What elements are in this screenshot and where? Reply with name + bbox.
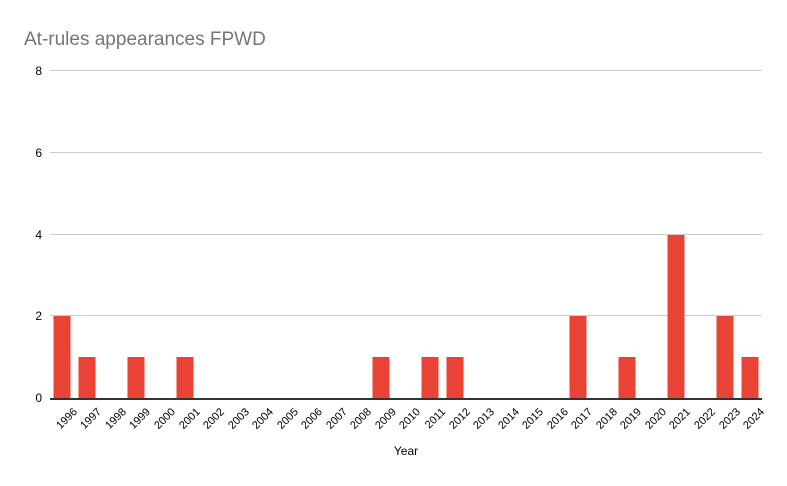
x-tick-label-2009: 2009	[373, 406, 399, 432]
bar-slot-2001: 2001	[173, 71, 203, 432]
x-tick-label-2010: 2010	[397, 406, 424, 432]
x-tick-label-2013: 2013	[471, 406, 498, 432]
bar-1997	[78, 357, 96, 398]
bar-slot-2005: 2005	[271, 71, 301, 432]
x-tick-label-2016: 2016	[544, 406, 571, 432]
bar-slot-2013: 2013	[467, 71, 497, 432]
x-tick-label-2002: 2002	[201, 406, 228, 432]
bar-2012	[446, 357, 464, 398]
x-tick-label-2017: 2017	[569, 406, 596, 432]
x-tick-label-2015: 2015	[520, 406, 547, 432]
bar-slot-2024: 2024	[737, 71, 767, 432]
bar-2023	[716, 316, 734, 398]
bar-slot-2007: 2007	[320, 71, 350, 432]
gridline-4	[50, 233, 762, 235]
x-tick-label-2019: 2019	[618, 406, 645, 432]
x-tick-label-1996: 1996	[53, 406, 80, 432]
bar-slot-2002: 2002	[197, 71, 227, 432]
bar-slot-2017: 2017	[565, 71, 595, 432]
x-tick-label-2012: 2012	[446, 406, 473, 432]
bar-slot-1996: 1996	[50, 71, 80, 432]
x-tick-label-2000: 2000	[152, 406, 178, 432]
bar-slot-2009: 2009	[369, 71, 399, 432]
plot-area: 1996 1997 1998 1999 2000 2001 2002 2003 2004 2005…	[50, 70, 767, 432]
bar-2009	[372, 357, 390, 398]
bar-slot-2022: 2022	[688, 71, 718, 432]
bar-slot-2004: 2004	[246, 71, 276, 432]
x-tick-label-2024: 2024	[741, 406, 768, 432]
bar-slot-2006: 2006	[295, 71, 325, 432]
bar-2024	[741, 357, 759, 398]
chart-title: At-rules appearances FPWD	[24, 29, 266, 50]
bar-slot-2019: 2019	[615, 71, 644, 432]
x-tick-label-2021: 2021	[667, 406, 694, 432]
bar-1996	[53, 316, 71, 398]
bar-2011	[421, 357, 439, 398]
bar-slot-1999: 1999	[124, 71, 153, 432]
bar-slot-1997: 1997	[75, 71, 104, 432]
y-tick-label-6: 6	[35, 145, 42, 160]
bar-slot-2020: 2020	[639, 71, 669, 432]
x-tick-label-2007: 2007	[323, 406, 350, 432]
gridline-2	[50, 315, 762, 317]
x-tick-label-2023: 2023	[716, 406, 743, 432]
bar-2019	[618, 357, 636, 398]
bar-slot-2015: 2015	[516, 71, 546, 432]
x-tick-label-1997: 1997	[78, 406, 105, 432]
bar-slot-2008: 2008	[345, 71, 375, 432]
x-tick-label-2008: 2008	[348, 406, 375, 432]
bar-2017	[569, 316, 587, 398]
gridline-6	[50, 151, 762, 153]
x-tick-label-2018: 2018	[593, 406, 620, 432]
bar-slot-1998: 1998	[99, 71, 129, 432]
bar-slot-2003: 2003	[222, 71, 252, 432]
x-tick-label-2011: 2011	[422, 406, 448, 432]
bar-slot-2012: 2012	[443, 71, 473, 432]
x-tick-label-2004: 2004	[250, 406, 277, 432]
y-tick-label-4: 4	[35, 227, 42, 242]
gridline-8	[50, 70, 762, 71]
x-axis-title: Year	[393, 444, 419, 458]
x-tick-label-2003: 2003	[225, 406, 252, 432]
bar-2021	[667, 234, 685, 398]
x-tick-label-1998: 1998	[103, 406, 129, 432]
x-tick-label-2006: 2006	[299, 406, 326, 432]
y-tick-label-0: 0	[35, 391, 42, 405]
x-tick-label-2022: 2022	[692, 406, 718, 432]
bar-slot-2014: 2014	[492, 71, 522, 432]
x-tick-label-1999: 1999	[127, 406, 154, 432]
y-tick-label-2: 2	[35, 309, 42, 324]
x-tick-label-2005: 2005	[274, 406, 301, 432]
x-tick-label-2014: 2014	[495, 406, 522, 432]
bar-slot-2016: 2016	[541, 71, 571, 432]
bar-slot-2010: 2010	[394, 71, 424, 432]
bar-slot-2023: 2023	[713, 71, 743, 432]
x-tick-label-2020: 2020	[643, 406, 669, 432]
bar-2001	[176, 357, 194, 398]
x-tick-label-2001: 2001	[176, 406, 203, 432]
y-tick-label-8: 8	[35, 64, 42, 78]
bar-slot-2018: 2018	[590, 71, 620, 432]
y-axis: 0 2 4 6 8	[0, 64, 42, 405]
bar-slot-2021: 2021	[664, 71, 693, 432]
bar-slot-2000: 2000	[148, 71, 178, 432]
bar-1999	[127, 357, 145, 398]
bar-slot-2011: 2011	[418, 71, 448, 431]
